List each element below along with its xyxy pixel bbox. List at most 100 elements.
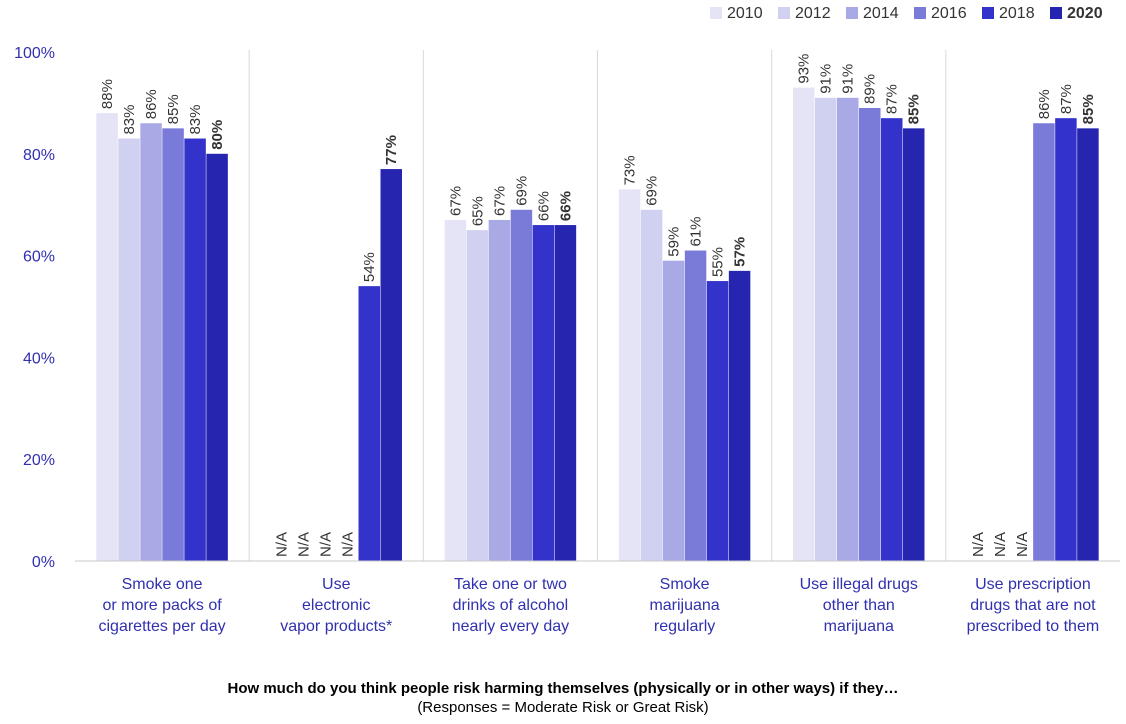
- x-tick-label: Use prescription drugs that are not prescr…: [967, 576, 1100, 635]
- bar-data-label: 73%: [622, 155, 639, 185]
- bar-data-label: 66%: [535, 191, 552, 221]
- bar-data-label: 59%: [666, 227, 683, 257]
- chart-caption-subtitle: (Responses = Moderate Risk or Great Risk…: [417, 699, 709, 716]
- bar: [881, 118, 903, 562]
- y-tick-label: 60%: [23, 249, 55, 266]
- legend-item: 2012: [778, 5, 831, 22]
- y-tick-label: 0%: [32, 554, 55, 571]
- bar-data-label: 83%: [187, 104, 204, 134]
- legend-swatch: [778, 7, 790, 19]
- y-tick-label: 100%: [14, 45, 55, 62]
- bar-data-label: 83%: [121, 104, 138, 134]
- x-tick-label: Take one or two drinks of alcohol nearly e…: [452, 576, 569, 635]
- bar-data-label: 65%: [469, 196, 486, 226]
- x-tick-label: Smoke one or more packs of cigarettes per …: [98, 576, 225, 635]
- bar-group: 73% 69% 59% 61% 55% 57%: [618, 155, 751, 562]
- bar: [118, 138, 140, 561]
- bar: [488, 219, 511, 561]
- bar-data-label: 61%: [688, 216, 705, 246]
- bar-data-label: 87%: [1058, 84, 1075, 114]
- legend-item: 2016: [914, 5, 967, 22]
- bar-data-label: 69%: [644, 176, 661, 206]
- bar-data-label: 88%: [99, 79, 116, 109]
- bar: [162, 128, 184, 561]
- bar-data-label: 80%: [209, 120, 226, 150]
- bar-groups: 88%83%86% 85% 83%80%N/A N/A N/A N/A54%77%67% 6…: [96, 54, 1099, 562]
- bar-data-label: 55%: [710, 247, 727, 277]
- bar-data-label: 85%: [906, 94, 923, 124]
- bar-data-label: 67%: [491, 186, 508, 216]
- legend-label: 2010: [727, 5, 763, 22]
- x-tick-label: Use electronic vapor products*: [280, 576, 392, 635]
- bar: [837, 97, 859, 561]
- bar: [1033, 123, 1055, 561]
- bar-data-label: N/A: [970, 532, 987, 557]
- bar: [532, 225, 555, 561]
- bar: [640, 209, 663, 562]
- bar-data-label: 67%: [447, 186, 464, 216]
- y-tick-label: 80%: [23, 147, 55, 164]
- bar-group: N/A N/A N/A 86% 87% 85%: [970, 84, 1099, 562]
- bar-data-label: 93%: [796, 54, 813, 84]
- bar: [466, 230, 489, 561]
- bar: [793, 87, 815, 561]
- x-axis: Smoke one or more packs of cigarettes per …: [75, 560, 1120, 635]
- bar-data-label: N/A: [1014, 532, 1031, 557]
- legend-swatch: [982, 7, 994, 19]
- bar-data-label: 91%: [840, 64, 857, 94]
- bar: [815, 97, 837, 561]
- bar-group: 88% 83% 86% 85% 83% 80%: [96, 79, 228, 562]
- legend-swatch: [846, 7, 858, 19]
- legend-label: 2014: [863, 5, 899, 22]
- bar: [380, 169, 402, 561]
- x-tick-label: Smoke marijuana regularly: [649, 576, 719, 635]
- bar: [358, 286, 380, 561]
- category-dividers: [248, 50, 947, 561]
- legend-item: 2018: [982, 5, 1035, 22]
- bar-data-label: N/A: [273, 532, 290, 557]
- x-tick-label: Use illegal drugs other than marijuana: [800, 576, 918, 635]
- bar-group: 67% 65% 67% 69% 66% 66%: [444, 176, 577, 562]
- bar: [554, 225, 577, 561]
- chart-legend: 2020 2018 2016 2014 2012 2010: [710, 5, 1103, 22]
- legend-swatch: [710, 7, 722, 19]
- legend-swatch: [914, 7, 926, 19]
- legend-item: 2014: [846, 5, 899, 22]
- bar-data-label: 91%: [818, 64, 835, 94]
- bar-data-label: 85%: [1080, 94, 1097, 124]
- bar: [184, 138, 206, 561]
- legend-item: 2010: [710, 5, 763, 22]
- bar-data-label: N/A: [339, 532, 356, 557]
- bar: [510, 209, 533, 562]
- bar: [728, 270, 751, 561]
- bar: [684, 250, 707, 561]
- legend-label: 2020: [1067, 5, 1103, 22]
- legend-label: 2012: [795, 5, 831, 22]
- bar: [706, 281, 729, 561]
- bar-group: 93% 91% 91% 89% 87% 85%: [793, 54, 925, 562]
- bar-data-label: N/A: [317, 532, 334, 557]
- y-tick-label: 20%: [23, 452, 55, 469]
- y-tick-label: 40%: [23, 350, 55, 367]
- bar-data-label: 86%: [143, 89, 160, 119]
- legend-item: 2020: [1050, 5, 1103, 22]
- bar-group: N/A N/A N/A N/A 54% 77%: [273, 135, 402, 561]
- bar-data-label: 54%: [361, 252, 378, 282]
- bar-data-label: 87%: [884, 84, 901, 114]
- bar-data-label: 57%: [732, 237, 749, 267]
- bar-data-label: 66%: [557, 191, 574, 221]
- bar-data-label: 86%: [1036, 89, 1053, 119]
- bar-data-label: N/A: [295, 532, 312, 557]
- legend-label: 2018: [999, 5, 1035, 22]
- legend-label: 2016: [931, 5, 967, 22]
- bar: [206, 153, 228, 562]
- bar: [618, 189, 641, 561]
- bar-data-label: N/A: [992, 532, 1009, 557]
- bar-data-label: 89%: [862, 74, 879, 104]
- legend-swatch: [1050, 7, 1062, 19]
- bar: [1077, 128, 1099, 561]
- bar: [96, 113, 118, 561]
- bar: [1055, 118, 1077, 562]
- y-axis: 0% 20% 40% 60% 80% 100%: [14, 45, 55, 571]
